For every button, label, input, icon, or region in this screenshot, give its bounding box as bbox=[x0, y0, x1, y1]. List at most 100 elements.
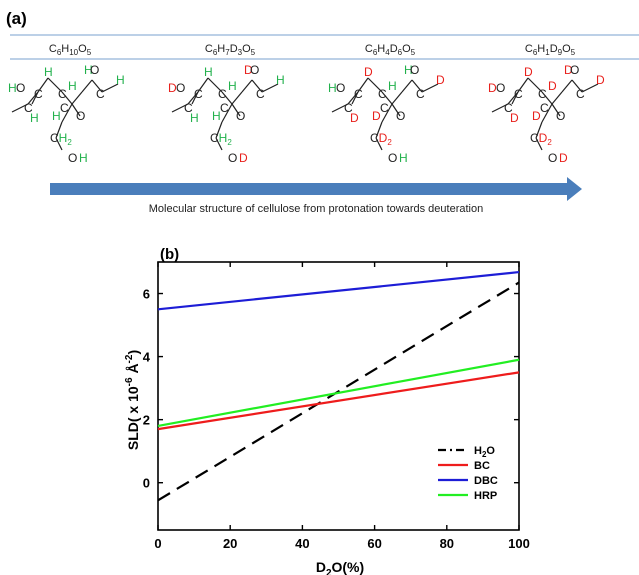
bond bbox=[231, 103, 241, 117]
bond bbox=[367, 77, 383, 93]
series-line-bc bbox=[157, 371, 520, 431]
atom-ring-o: O bbox=[76, 109, 85, 123]
bond bbox=[421, 83, 439, 93]
formula-2: C6H7D3O5 bbox=[205, 43, 256, 57]
atom-h5: D bbox=[532, 109, 541, 123]
bond bbox=[381, 91, 393, 105]
atom-h3: H bbox=[228, 79, 237, 93]
atom-ch2: CH2 bbox=[210, 131, 232, 147]
bond bbox=[535, 137, 543, 151]
atom-o3: O bbox=[250, 63, 259, 77]
atom-o6: O bbox=[228, 151, 237, 165]
bond bbox=[375, 137, 383, 151]
bond bbox=[261, 83, 279, 93]
atom-c3: C bbox=[218, 87, 227, 101]
atom-o6-h: D bbox=[239, 151, 248, 165]
atom-o3: O bbox=[410, 63, 419, 77]
formula-1: C6H10O5 bbox=[49, 43, 92, 57]
atom-o2-h: H bbox=[8, 81, 17, 95]
y-tick-label: 6 bbox=[143, 287, 150, 302]
atom-h3: H bbox=[68, 79, 77, 93]
atom-h2: H bbox=[204, 65, 213, 79]
bond bbox=[61, 103, 73, 123]
bond bbox=[71, 91, 83, 105]
bond bbox=[37, 77, 49, 93]
x-axis-title: D2O(%) bbox=[316, 559, 364, 575]
bond bbox=[551, 91, 563, 105]
atom-h1: D bbox=[510, 111, 519, 125]
bond bbox=[71, 103, 81, 117]
legend-label-h2o: H2O bbox=[474, 445, 495, 459]
bond bbox=[511, 91, 519, 105]
atom-c5: C bbox=[60, 101, 69, 115]
panel-b-label: (b) bbox=[160, 246, 179, 263]
bond bbox=[81, 79, 93, 93]
atom-h4: D bbox=[436, 73, 445, 87]
atom-o6: O bbox=[548, 151, 557, 165]
bond bbox=[541, 91, 553, 105]
bond bbox=[571, 79, 583, 93]
bond bbox=[55, 121, 63, 139]
bond bbox=[551, 103, 561, 117]
atom-h4: D bbox=[596, 73, 605, 87]
atom-h5: H bbox=[212, 109, 221, 123]
atom-o2: O bbox=[176, 81, 185, 95]
y-axis-title: SLD( x 10-6 Å-2) bbox=[124, 350, 141, 450]
bond bbox=[375, 121, 383, 139]
atom-o3-h: H bbox=[404, 63, 413, 77]
bond bbox=[221, 91, 233, 105]
atom-c4: C bbox=[256, 87, 265, 101]
bond bbox=[541, 103, 553, 123]
bond bbox=[61, 91, 73, 105]
atom-c1: C bbox=[344, 101, 353, 115]
bond bbox=[241, 79, 253, 93]
atom-c2: C bbox=[34, 87, 43, 101]
atom-c1: C bbox=[504, 101, 513, 115]
bond bbox=[351, 91, 359, 105]
atom-o3: O bbox=[570, 63, 579, 77]
atom-o6-h: H bbox=[79, 151, 88, 165]
x-tick-label: 40 bbox=[295, 536, 309, 551]
bond bbox=[581, 83, 599, 93]
bond bbox=[55, 137, 63, 151]
series-line-hrp bbox=[157, 358, 520, 428]
atom-o2: O bbox=[336, 81, 345, 95]
bond bbox=[191, 91, 199, 105]
atom-c2: C bbox=[354, 87, 363, 101]
atom-c4: C bbox=[416, 87, 425, 101]
atom-o6-h: D bbox=[559, 151, 568, 165]
atom-h3: D bbox=[548, 79, 557, 93]
bond bbox=[221, 103, 233, 123]
bond bbox=[251, 79, 263, 93]
bond bbox=[101, 83, 119, 93]
legend-label-dbc: DBC bbox=[474, 475, 498, 487]
arrow-shape bbox=[50, 177, 582, 201]
atom-o3-h: D bbox=[564, 63, 573, 77]
bond bbox=[171, 103, 189, 113]
bond bbox=[207, 77, 223, 93]
atom-o6-h: H bbox=[399, 151, 408, 165]
bond bbox=[527, 77, 543, 93]
formula-4: C6H1D9O5 bbox=[525, 43, 576, 57]
bond bbox=[391, 91, 403, 105]
atom-h4: H bbox=[116, 73, 125, 87]
bond bbox=[31, 91, 39, 105]
atom-o2-h: D bbox=[168, 81, 177, 95]
bond bbox=[357, 77, 369, 93]
atom-h1: H bbox=[190, 111, 199, 125]
atom-c5: C bbox=[380, 101, 389, 115]
x-tick-label: 0 bbox=[154, 536, 161, 551]
atom-c4: C bbox=[576, 87, 585, 101]
atom-ring-o: O bbox=[236, 109, 245, 123]
atom-h1: D bbox=[350, 111, 359, 125]
atom-ring-o: O bbox=[396, 109, 405, 123]
atom-o2-h: D bbox=[488, 81, 497, 95]
atom-h2: D bbox=[364, 65, 373, 79]
arrow-caption: Molecular structure of cellulose from pr… bbox=[149, 203, 483, 215]
bond bbox=[231, 91, 243, 105]
